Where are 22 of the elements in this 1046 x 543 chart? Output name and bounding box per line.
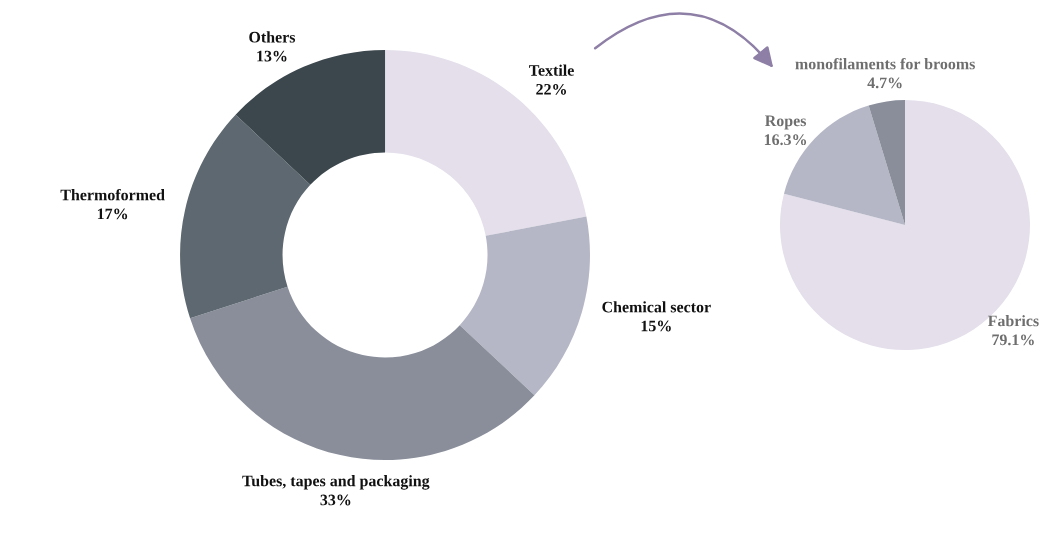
data-label: 79.1% xyxy=(992,334,1034,346)
data-label: 17% xyxy=(97,208,128,220)
slice-label: Tubes, tapes and packaging xyxy=(242,475,430,490)
donut-slice xyxy=(235,50,386,185)
slice-label: Chemical sector xyxy=(602,301,711,313)
slice-label: Thermoformed xyxy=(60,188,165,201)
data-label: 22% xyxy=(536,83,567,95)
slice-label: Textile xyxy=(529,64,574,76)
donut-slice xyxy=(385,50,587,236)
slice-label: Others xyxy=(249,31,296,43)
donut-slice xyxy=(190,286,535,460)
data-label: 13% xyxy=(257,50,287,62)
pie-slice xyxy=(868,100,905,226)
donut-slice xyxy=(459,216,591,396)
legend-label: monofilaments for brooms xyxy=(795,57,975,70)
data-label: 15% xyxy=(641,320,671,332)
slice-label: Fabrics xyxy=(987,315,1039,327)
slice-label: Ropes xyxy=(765,115,807,130)
data-label: 33% xyxy=(320,494,351,506)
donut-slice xyxy=(180,114,311,319)
data-label: 4.7% xyxy=(867,77,902,89)
data-label: 16.3% xyxy=(764,134,807,146)
